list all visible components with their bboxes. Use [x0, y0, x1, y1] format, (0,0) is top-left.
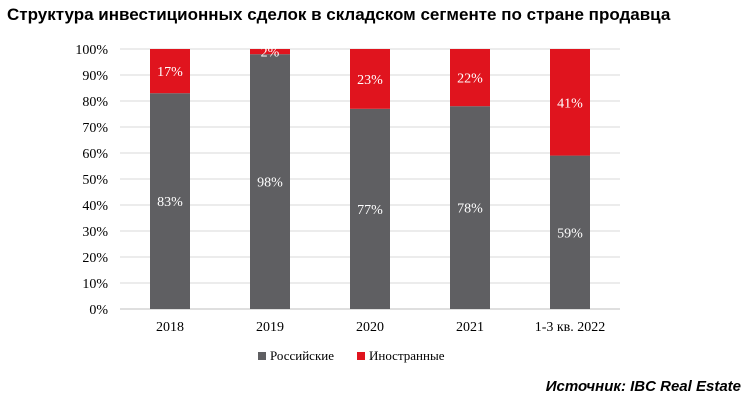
x-tick-label: 2021 [456, 320, 484, 335]
x-tick-label: 2018 [156, 320, 184, 335]
y-tick-label: 80% [82, 95, 108, 110]
y-tick-label: 70% [82, 121, 108, 136]
y-tick-label: 20% [82, 251, 108, 266]
legend-swatch-russian [258, 352, 266, 360]
legend-swatch-foreign [357, 352, 365, 360]
y-tick-label: 90% [82, 69, 108, 84]
x-axis-tick-labels: 2018 2019 2020 2021 1-3 кв. 2022 [156, 320, 605, 335]
bars: 83% 17% 98% 2% 77% 23% 78% 22% 59% 41% [150, 46, 590, 310]
bar-segment-russian [550, 155, 590, 309]
bar-segment-foreign [150, 49, 190, 94]
data-label: 41% [557, 96, 583, 111]
x-tick-label: 2019 [256, 320, 284, 335]
bar-segment-foreign [450, 49, 490, 107]
data-label: 22% [457, 72, 483, 87]
data-label: 78% [457, 202, 483, 217]
data-label: 77% [357, 203, 383, 218]
chart-title: Структура инвестиционных сделок в складс… [7, 5, 671, 24]
bar-segment-russian [350, 108, 390, 309]
legend-label: Иностранные [369, 348, 445, 363]
bar-segment-foreign [250, 49, 290, 55]
y-tick-label: 40% [82, 199, 108, 214]
data-label: 17% [157, 65, 183, 80]
y-tick-label: 100% [75, 43, 108, 58]
bar-segment-foreign [550, 49, 590, 156]
data-label: 59% [557, 226, 583, 241]
data-label: 98% [257, 176, 283, 191]
x-tick-label: 1-3 кв. 2022 [535, 320, 606, 335]
source-note: Источник: IBC Real Estate [545, 378, 741, 395]
x-tick-label: 2020 [356, 320, 384, 335]
bar-segment-russian [250, 54, 290, 310]
y-tick-label: 10% [82, 277, 108, 292]
bar-segment-foreign [350, 49, 390, 109]
y-axis-tick-labels: 0% 10% 20% 30% 40% 50% 60% 70% 80% 90% 100% [75, 43, 108, 318]
y-tick-label: 50% [82, 173, 108, 188]
bar-segment-russian [450, 106, 490, 309]
bar-segment-russian [150, 93, 190, 309]
y-tick-label: 0% [89, 303, 108, 318]
y-tick-label: 30% [82, 225, 108, 240]
data-label: 83% [157, 195, 183, 210]
y-tick-label: 60% [82, 147, 108, 162]
data-label: 23% [357, 73, 383, 88]
data-label: 2% [261, 46, 280, 61]
legend-label: Российские [270, 348, 334, 363]
legend: Российские Иностранные [258, 348, 445, 363]
